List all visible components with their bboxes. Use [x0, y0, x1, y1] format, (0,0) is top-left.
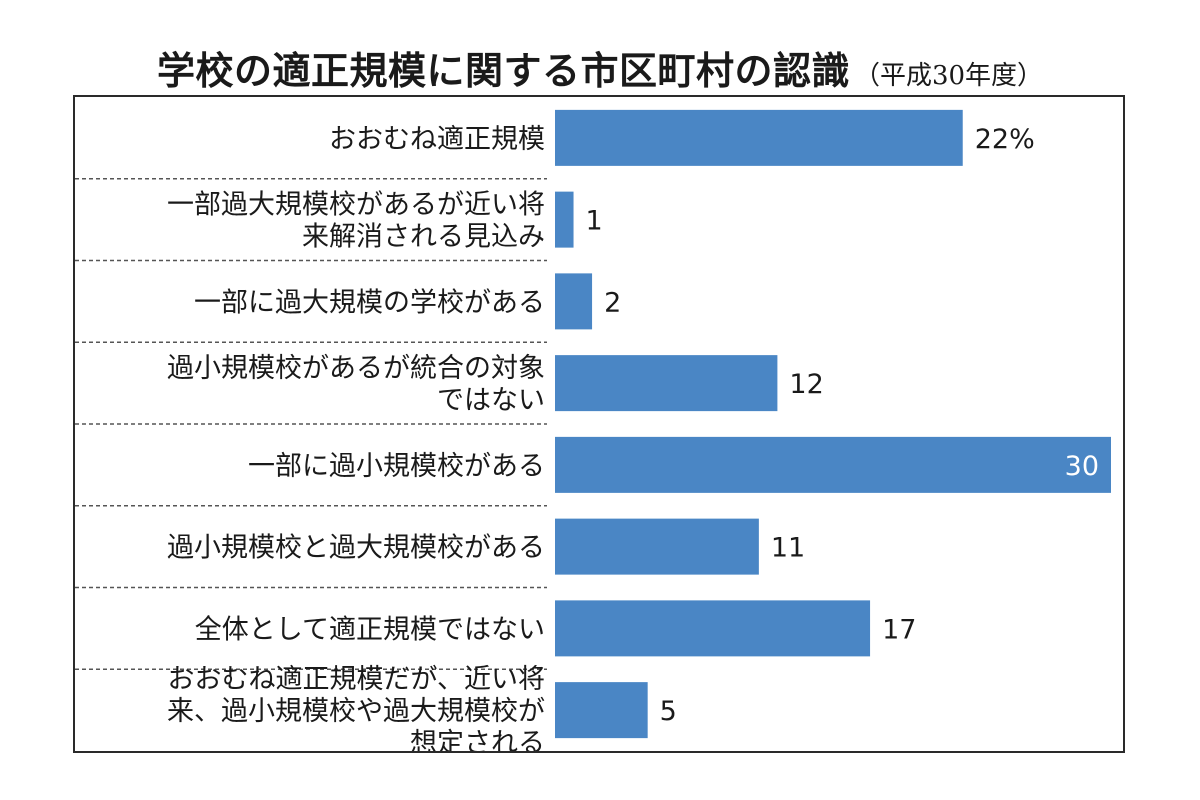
category-label: 一部に過小規模校がある: [248, 451, 545, 482]
chart-title: 学校の適正規模に関する市区町村の認識: [156, 49, 850, 93]
value-label: 12: [789, 369, 823, 400]
bar: [555, 518, 759, 575]
category-label: 過小規模校があるが統合の対象: [167, 353, 545, 384]
category-label: 一部過大規模校があるが近い将: [167, 190, 545, 221]
bar: [555, 191, 574, 248]
value-label: 22%: [975, 124, 1035, 155]
value-label: 11: [771, 533, 805, 564]
bar: [555, 109, 963, 166]
category-label: 想定される: [410, 728, 545, 751]
category-label: ではない: [437, 385, 545, 416]
category-label: おおむね適正規模だが、近い将: [168, 664, 545, 695]
chart-frame: おおむね適正規模 22% 一部過大規模校があるが近い将 来解消される見込み 1 一部に過大…: [73, 95, 1125, 753]
category-label: 一部に過大規模の学校がある: [194, 287, 545, 318]
bar: [555, 436, 1111, 493]
category-label: 全体として適正規模ではない: [195, 614, 545, 645]
bar: [555, 355, 778, 412]
chart-title-area: 学校の適正規模に関する市区町村の認識 （平成30年度）: [0, 40, 1200, 95]
value-label: 2: [604, 287, 621, 318]
value-label: 30: [1065, 451, 1099, 482]
category-label: 過小規模校と過大規模校がある: [167, 533, 545, 564]
value-label: 17: [882, 614, 916, 645]
category-label: おおむね適正規模: [329, 124, 545, 155]
value-label: 5: [660, 696, 677, 727]
value-label: 1: [586, 206, 603, 237]
bar: [555, 273, 593, 330]
bar: [555, 600, 871, 657]
category-label: 来、過小規模校や過大規模校が: [167, 696, 545, 727]
chart-subtitle: （平成30年度）: [853, 61, 1044, 91]
bar: [555, 682, 648, 739]
category-label: 来解消される見込み: [302, 222, 545, 253]
